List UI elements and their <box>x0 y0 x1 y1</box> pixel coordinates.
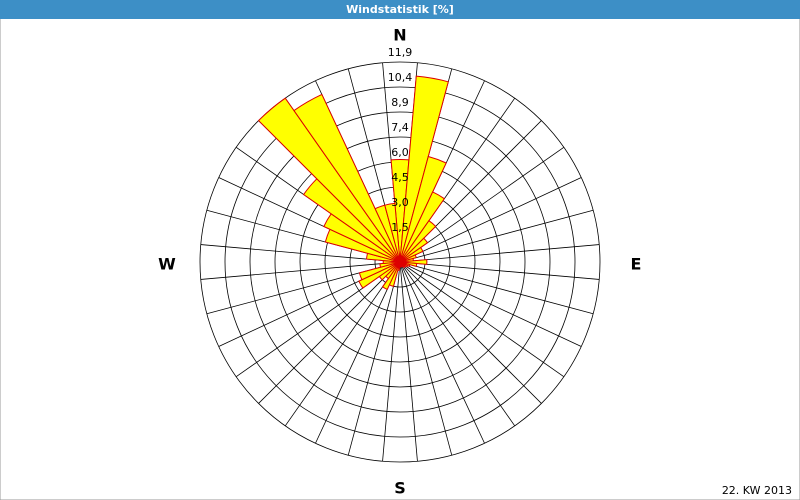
wind-sector <box>399 259 428 265</box>
compass-s: S <box>394 479 406 498</box>
wind-sector <box>384 202 401 263</box>
wind-sector <box>293 93 401 263</box>
wind-sector <box>257 97 401 263</box>
wind-sector <box>399 246 424 263</box>
ring <box>249 111 551 413</box>
ring-label: 11,9 <box>388 46 413 59</box>
wind-sector <box>399 237 429 263</box>
wind-sector <box>399 254 417 263</box>
ring <box>224 86 576 438</box>
ring-label: 8,9 <box>391 96 409 109</box>
wind-sector <box>399 220 437 263</box>
wind-sector <box>358 261 401 289</box>
ring-label: 3,0 <box>391 196 409 209</box>
wind-sector <box>379 261 401 268</box>
title-bar <box>0 0 800 19</box>
wind-sector <box>399 191 446 263</box>
wind-sector <box>399 155 447 263</box>
ring-label: 1,5 <box>391 221 409 234</box>
ring-label: 10,4 <box>388 71 413 84</box>
ring-label: 7,4 <box>391 121 409 134</box>
compass-e: E <box>631 255 642 274</box>
compass-n: N <box>393 26 406 45</box>
ring <box>274 136 526 388</box>
wind-sector <box>358 261 401 281</box>
ring <box>199 61 601 463</box>
ring-label: 4,5 <box>391 171 409 184</box>
compass-w: W <box>158 255 176 274</box>
ring-label: 6,0 <box>391 146 409 159</box>
chart-title: Windstatistik [%] <box>346 3 454 16</box>
footer: 22. KW 2013 <box>722 484 792 497</box>
plot: 1,5 3,0 4,5 6,0 7,4 8,9 10,4 11,9 <box>199 46 601 463</box>
